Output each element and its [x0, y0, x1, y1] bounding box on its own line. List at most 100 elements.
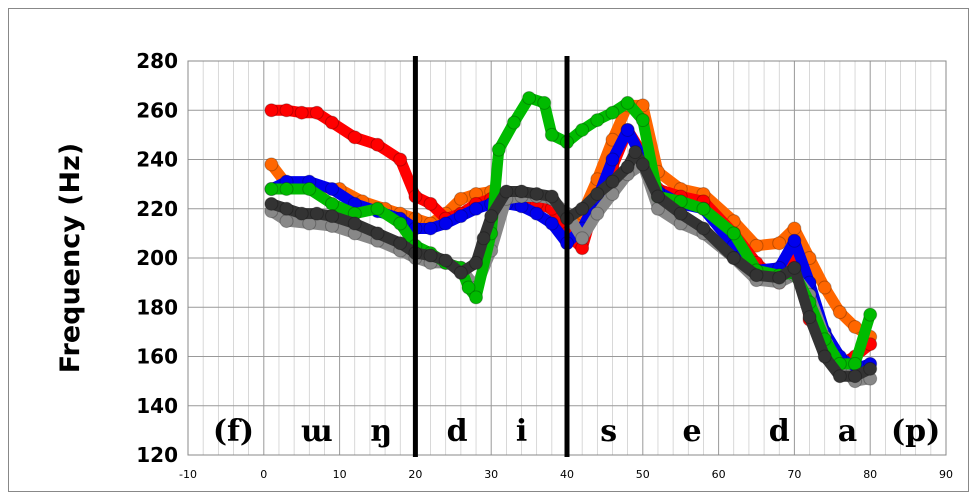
data-point — [469, 290, 484, 305]
data-point — [309, 206, 324, 221]
segment-label: (f) — [213, 414, 254, 449]
segment-boundaries — [412, 56, 570, 457]
data-point — [476, 231, 491, 246]
data-point — [279, 103, 294, 118]
segment-label: ɯ — [301, 414, 333, 449]
data-point — [438, 253, 453, 268]
data-point — [787, 260, 802, 275]
data-point — [423, 221, 438, 236]
y-tick-label: 180 — [136, 295, 178, 319]
data-point — [635, 113, 650, 128]
data-point — [438, 216, 453, 231]
x-tick-label: 20 — [408, 468, 422, 481]
x-tick-label: -10 — [179, 468, 197, 481]
data-point — [264, 182, 279, 197]
data-point — [696, 221, 711, 236]
data-point — [590, 186, 605, 201]
x-tick-label: 10 — [333, 468, 347, 481]
data-point — [787, 221, 802, 236]
y-tick-label: 280 — [136, 49, 178, 73]
y-tick-label: 120 — [136, 443, 178, 467]
data-point — [605, 174, 620, 189]
x-tick-label: 60 — [712, 468, 726, 481]
tick-labels: -10 0 10 20 30 40 50 60 70 80 90 120 140 160 180 200 220… — [136, 49, 953, 481]
segment-label: (p) — [891, 414, 940, 449]
data-point — [522, 90, 537, 105]
x-tick-label: 90 — [939, 468, 953, 481]
data-point — [294, 206, 309, 221]
series-5 — [264, 145, 878, 384]
data-point — [863, 307, 878, 322]
data-point — [294, 105, 309, 120]
data-point — [423, 196, 438, 211]
data-point — [544, 216, 559, 231]
data-point — [302, 182, 317, 197]
data-point — [325, 115, 340, 130]
data-point — [832, 369, 847, 384]
pitch-chart: -10 0 10 20 30 40 50 60 70 80 90 120 140 160 180 200 220… — [55, 49, 953, 481]
data-point — [453, 209, 468, 224]
data-point — [544, 127, 559, 142]
data-point — [491, 142, 506, 157]
x-tick-label: 40 — [560, 468, 574, 481]
data-point — [817, 280, 832, 295]
series-2 — [264, 122, 878, 376]
y-tick-label: 260 — [136, 98, 178, 122]
data-point — [620, 159, 635, 174]
segment-label: ŋ — [370, 414, 392, 449]
data-point — [461, 280, 476, 295]
data-point — [650, 189, 665, 204]
data-point — [347, 130, 362, 145]
x-tick-label: 30 — [484, 468, 498, 481]
data-point — [506, 115, 521, 130]
data-point — [325, 196, 340, 211]
data-point — [370, 137, 385, 152]
data-point — [370, 226, 385, 241]
data-point — [393, 216, 408, 231]
segment-label: d — [769, 414, 790, 449]
segment-label: d — [447, 414, 468, 449]
data-point — [696, 201, 711, 216]
data-point — [484, 209, 499, 224]
data-point — [772, 270, 787, 285]
x-tick-label: 0 — [260, 468, 267, 481]
data-point — [802, 310, 817, 325]
data-point — [575, 201, 590, 216]
data-point — [537, 95, 552, 110]
data-point — [279, 182, 294, 197]
data-point — [453, 191, 468, 206]
y-axis-label: Frequency (Hz) — [55, 143, 86, 373]
data-point — [393, 152, 408, 167]
data-point — [726, 226, 741, 241]
data-point — [575, 231, 590, 246]
data-point — [370, 201, 385, 216]
data-point — [264, 103, 279, 118]
data-point — [848, 369, 863, 384]
data-point — [529, 186, 544, 201]
data-point — [309, 105, 324, 120]
data-point — [863, 361, 878, 376]
y-tick-label: 200 — [136, 246, 178, 270]
segment-label: i — [516, 414, 527, 449]
data-point — [514, 184, 529, 199]
data-point — [605, 152, 620, 167]
data-point — [469, 201, 484, 216]
data-point — [832, 305, 847, 320]
x-tick-label: 80 — [863, 468, 877, 481]
segment-label: e — [683, 414, 702, 449]
data-point — [620, 122, 635, 137]
data-point — [325, 209, 340, 224]
segment-label: s — [600, 414, 617, 449]
data-point — [772, 236, 787, 251]
data-point — [423, 248, 438, 263]
data-point — [499, 184, 514, 199]
data-point — [264, 157, 279, 172]
data-point — [673, 206, 688, 221]
data-point — [279, 214, 294, 229]
data-point — [749, 268, 764, 283]
data-point — [279, 201, 294, 216]
data-point — [635, 157, 650, 172]
data-point — [393, 236, 408, 251]
y-tick-label: 140 — [136, 394, 178, 418]
data-point — [469, 255, 484, 270]
